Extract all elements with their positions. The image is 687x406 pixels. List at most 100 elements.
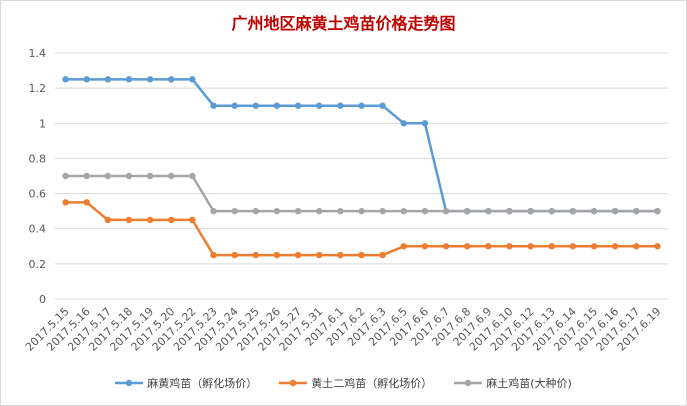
data-point xyxy=(252,102,260,109)
data-point xyxy=(611,243,619,250)
data-point xyxy=(527,207,534,215)
data-point xyxy=(421,243,429,250)
data-point xyxy=(273,251,281,259)
data-point xyxy=(294,251,302,259)
legend-label: 麻土鸡苗(大种价) xyxy=(486,377,572,390)
legend: 麻黄鸡苗（孵化场价） 黄土二鸡苗（孵化场价） 麻土鸡苗(大种价) xyxy=(0,375,687,391)
data-point xyxy=(337,102,344,109)
data-point xyxy=(463,207,471,215)
y-tick-label: 1.4 xyxy=(29,47,47,60)
data-point xyxy=(210,251,217,259)
data-point xyxy=(337,251,344,259)
y-tick-label: 0.4 xyxy=(29,223,47,236)
legend-label: 黄土二鸡苗（孵化场价） xyxy=(311,377,433,390)
data-point xyxy=(548,243,555,250)
data-point xyxy=(62,172,69,180)
legend-entry: 黄土二鸡苗（孵化场价） xyxy=(279,375,432,391)
data-point xyxy=(294,207,302,215)
data-point xyxy=(506,207,513,215)
data-point xyxy=(654,207,661,215)
data-point xyxy=(337,207,344,215)
data-point xyxy=(569,207,577,215)
data-point xyxy=(400,243,407,250)
chart-title: 广州地区麻黄土鸡苗价格走势图 xyxy=(231,14,456,33)
data-point xyxy=(294,102,302,109)
data-point xyxy=(210,207,217,215)
data-point xyxy=(358,102,365,109)
data-point xyxy=(231,102,238,109)
data-point xyxy=(400,120,407,127)
data-point xyxy=(125,216,133,224)
y-tick-label: 0.6 xyxy=(29,188,47,201)
data-point xyxy=(146,216,154,224)
data-point xyxy=(569,243,577,250)
data-point xyxy=(316,251,323,259)
y-tick-label: 0.8 xyxy=(29,152,47,165)
data-point xyxy=(104,216,112,224)
data-point xyxy=(231,207,238,215)
y-tick-label: 0 xyxy=(39,293,46,306)
data-point xyxy=(189,172,196,180)
data-point xyxy=(273,207,281,215)
data-point xyxy=(379,207,386,215)
data-point xyxy=(316,102,323,109)
data-point xyxy=(654,243,661,250)
data-point xyxy=(62,76,69,83)
data-point xyxy=(633,243,640,250)
data-point xyxy=(548,207,555,215)
data-point xyxy=(273,102,281,109)
data-point xyxy=(125,172,133,180)
data-point xyxy=(379,102,386,109)
data-point xyxy=(83,76,90,83)
legend-swatch xyxy=(279,379,308,387)
data-point xyxy=(358,207,365,215)
series-line xyxy=(65,78,658,213)
y-tick-label: 0.2 xyxy=(29,258,47,271)
data-point xyxy=(146,172,154,180)
data-point xyxy=(210,102,217,109)
series-lines xyxy=(62,76,661,259)
legend-entry: 麻土鸡苗(大种价) xyxy=(454,375,572,391)
data-point xyxy=(83,172,90,180)
data-point xyxy=(527,243,534,250)
data-point xyxy=(231,251,238,259)
data-point xyxy=(358,251,365,259)
data-point xyxy=(400,207,407,215)
data-point xyxy=(316,207,323,215)
data-point xyxy=(442,243,450,250)
data-point xyxy=(168,172,175,180)
data-point xyxy=(168,76,175,83)
data-point xyxy=(104,172,112,180)
data-point xyxy=(104,76,112,83)
data-point xyxy=(83,199,90,206)
data-point xyxy=(62,199,69,206)
data-point xyxy=(485,243,492,250)
data-point xyxy=(590,243,598,250)
grid-lines xyxy=(55,52,668,300)
legend-label: 麻黄鸡苗（孵化场价） xyxy=(147,377,258,390)
data-point xyxy=(189,216,196,224)
data-point xyxy=(168,216,175,224)
data-point xyxy=(189,76,196,83)
data-point xyxy=(125,76,133,83)
legend-entry: 麻黄鸡苗（孵化场价） xyxy=(115,375,257,391)
series-2 xyxy=(62,172,661,215)
data-point xyxy=(633,207,640,215)
y-tick-label: 1.2 xyxy=(29,82,47,95)
data-point xyxy=(421,120,429,127)
data-point xyxy=(485,207,492,215)
data-point xyxy=(590,207,598,215)
data-point xyxy=(506,243,513,250)
y-axis-ticks: 0 0.2 0.4 0.6 0.8 1 1.2 1.4 xyxy=(29,47,47,306)
data-point xyxy=(463,243,471,250)
data-point xyxy=(442,207,450,215)
x-axis-ticks: 2017.5.152017.5.162017.5.172017.5.182017… xyxy=(23,305,664,354)
data-point xyxy=(252,251,260,259)
data-point xyxy=(379,251,386,259)
data-point xyxy=(252,207,260,215)
y-tick-label: 1 xyxy=(39,117,46,130)
data-point xyxy=(421,207,429,215)
legend-swatch xyxy=(454,379,483,387)
